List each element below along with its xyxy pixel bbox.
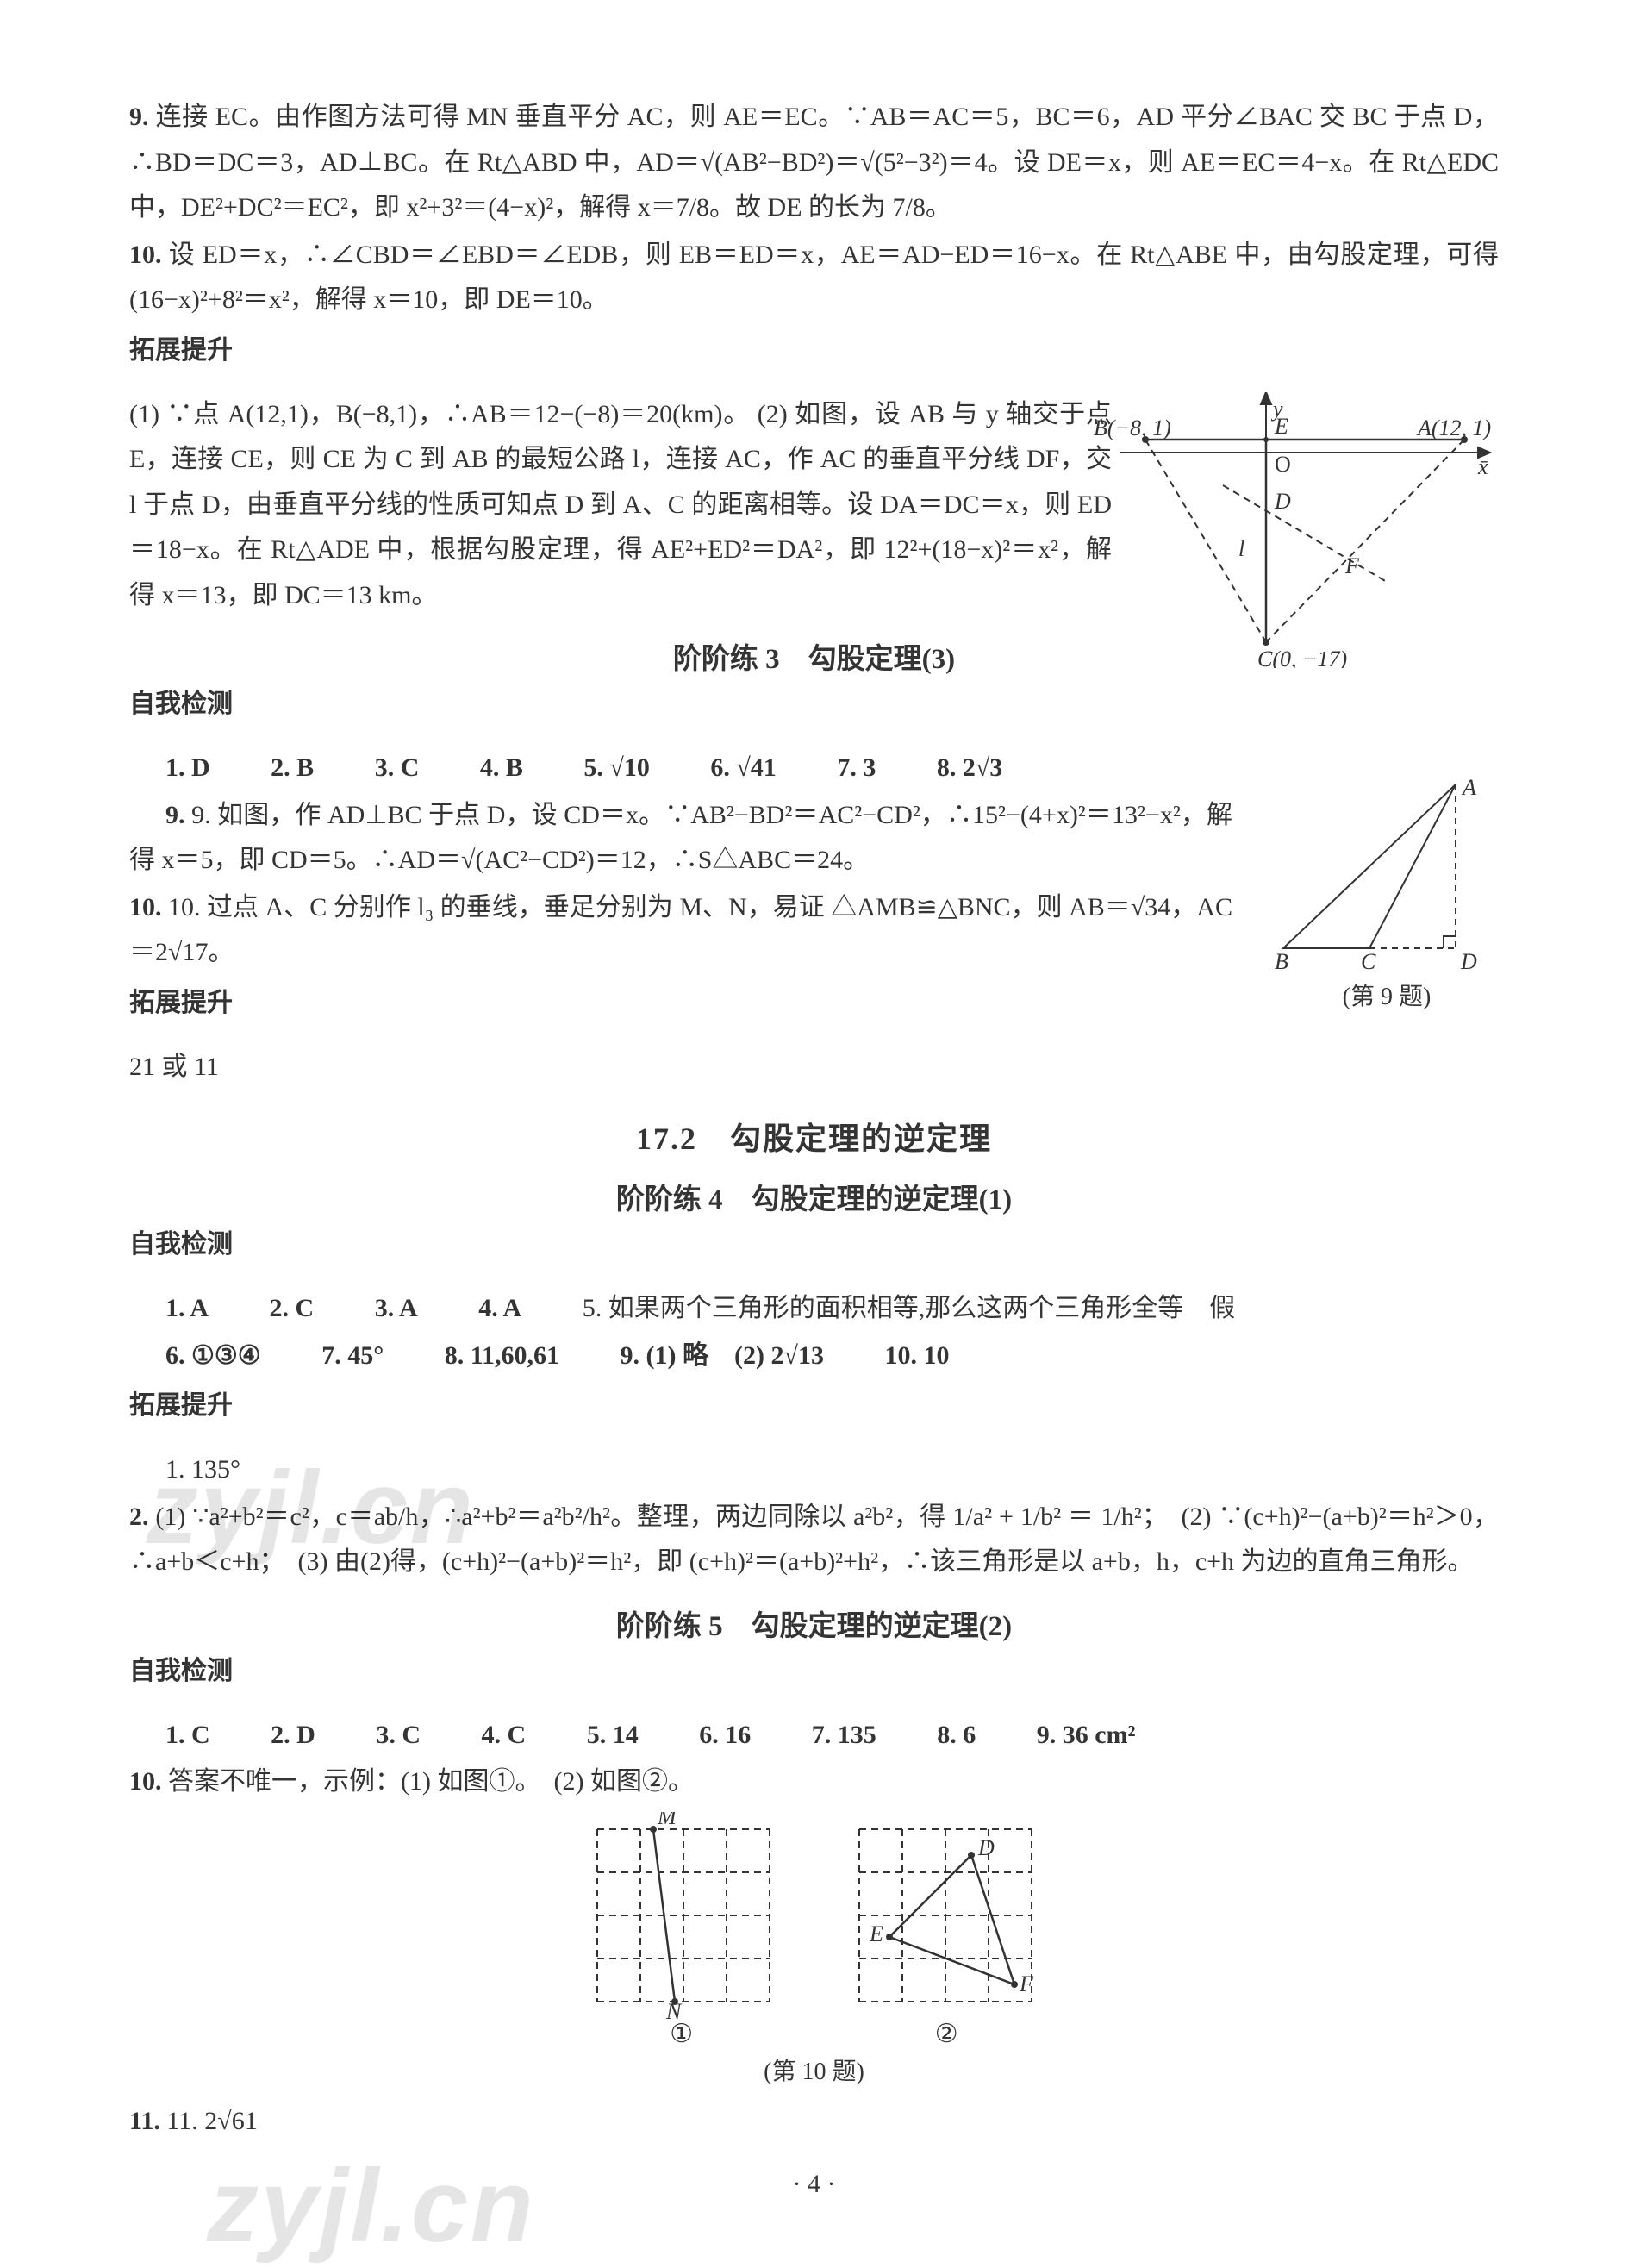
- figure-2-wrap: A B C D (第 9 题): [1275, 776, 1499, 1012]
- a3-7: 7. 3: [837, 753, 876, 782]
- q9-text: 连接 EC。由作图方法可得 MN 垂直平分 AC，则 AE＝EC。∵AB＝AC＝…: [129, 103, 1499, 222]
- svg-text:x̄: x̄: [1477, 454, 1488, 479]
- q10-number: 10.: [129, 241, 162, 269]
- extension-heading-3: 拓展提升: [129, 1384, 1499, 1421]
- step3-q10-text: 10. 过点 A、C 分别作 l₃ 的垂线，垂足分别为 M、N，易证 △AMB≌…: [129, 893, 1232, 967]
- svg-text:F: F: [1344, 553, 1360, 578]
- step3-q9: 9. 9. 如图，作 AD⊥BC 于点 D，设 CD＝x。∵AB²−BD²＝AC…: [129, 793, 1232, 884]
- svg-text:y: y: [1270, 397, 1283, 422]
- figure-1-wrap: B(−8, 1) A(12, 1) E y x̄ O D l F C(0, −1…: [1094, 392, 1499, 668]
- a3-5: 5. √10: [583, 753, 649, 782]
- grid-fig-1: M N: [580, 1812, 787, 2019]
- a4-2: 2. C: [270, 1294, 315, 1322]
- svg-text:D: D: [977, 1835, 995, 1860]
- svg-text:N: N: [665, 1999, 683, 2019]
- a4-6: 6. ①③④: [165, 1341, 261, 1370]
- step3-9-10: 9. 9. 如图，作 AD⊥BC 于点 D，设 CD＝x。∵AB²−BD²＝AC…: [129, 793, 1499, 976]
- svg-text:A(12, 1): A(12, 1): [1416, 415, 1491, 440]
- a4-8: 8. 11,60,61: [445, 1341, 559, 1370]
- svg-text:C(0, −17): C(0, −17): [1257, 647, 1347, 668]
- problem-10: 10. 设 ED＝x，∴∠CBD＝∠EBD＝∠EDB，则 EB＝ED＝x，AE＝…: [129, 233, 1499, 323]
- figure-1: B(−8, 1) A(12, 1) E y x̄ O D l F C(0, −1…: [1094, 392, 1499, 668]
- grid-label-1: ①: [578, 2019, 785, 2049]
- ext-block-1: (1) ∵点 A(12,1)，B(−8,1)，∴AB＝12−(−8)＝20(km…: [129, 392, 1499, 619]
- self-check-3: 自我检测: [129, 1649, 1499, 1687]
- a5-6: 6. 16: [699, 1721, 751, 1749]
- grid-figures: M N D E F ① ② (第 10 题): [129, 1812, 1499, 2087]
- a5-8: 8. 6: [937, 1721, 976, 1749]
- svg-text:B(−8, 1): B(−8, 1): [1094, 415, 1171, 440]
- q9-number: 9.: [129, 103, 149, 131]
- a5-7: 7. 135: [812, 1721, 876, 1749]
- a4-9: 9. (1) 略 (2) 2√13: [621, 1341, 824, 1370]
- svg-text:l: l: [1238, 536, 1244, 561]
- svg-text:E: E: [869, 1921, 883, 1946]
- self-check-1: 自我检测: [129, 682, 1499, 720]
- ext3-q2-text: (1) ∵a²+b²＝c²，c＝ab/h，∴a²+b²＝a²b²/h²。整理，两…: [129, 1503, 1499, 1577]
- ext1-text: (1) ∵点 A(12,1)，B(−8,1)，∴AB＝12−(−8)＝20(km…: [129, 392, 1112, 619]
- a4-1: 1. A: [165, 1294, 209, 1322]
- svg-text:B: B: [1275, 949, 1288, 974]
- ext3-q2-number: 2.: [129, 1503, 149, 1531]
- section-step5: 阶阶练 5 勾股定理的逆定理(2): [129, 1603, 1499, 1644]
- figure-2: A B C D: [1275, 776, 1499, 974]
- step5-q10-number: 10.: [129, 1767, 162, 1796]
- problem-9: 9. 连接 EC。由作图方法可得 MN 垂直平分 AC，则 AE＝EC。∵AB＝…: [129, 95, 1499, 231]
- svg-text:A: A: [1461, 776, 1476, 800]
- svg-text:C: C: [1361, 949, 1376, 974]
- page-number: · 4 ·: [129, 2170, 1499, 2199]
- answers-step4-row2: 6. ①③④ 7. 45° 8. 11,60,61 9. (1) 略 (2) 2…: [129, 1334, 1499, 1379]
- ext2-value: 21 或 11: [129, 1045, 1499, 1090]
- a3-8: 8. 2√3: [937, 753, 1002, 782]
- step5-q11-text: 11. 2√61: [166, 2107, 257, 2135]
- a3-4: 4. B: [480, 753, 523, 782]
- a5-9: 9. 36 cm²: [1037, 1721, 1136, 1749]
- a3-1: 1. D: [165, 753, 210, 782]
- a3-6: 6. √41: [710, 753, 776, 782]
- a5-2: 2. D: [271, 1721, 315, 1749]
- step3-q10: 10. 10. 过点 A、C 分别作 l₃ 的垂线，垂足分别为 M、N，易证 △…: [129, 885, 1232, 976]
- step5-q10: 10. 答案不唯一，示例：(1) 如图①。 (2) 如图②。: [129, 1759, 1499, 1805]
- a4-4: 4. A: [478, 1294, 521, 1322]
- a5-1: 1. C: [165, 1721, 210, 1749]
- a4-3: 3. A: [375, 1294, 418, 1322]
- a4-7: 7. 45°: [321, 1341, 384, 1370]
- watermark-2: zyjl.cn: [207, 2146, 535, 2265]
- a5-5: 5. 14: [587, 1721, 639, 1749]
- svg-text:O: O: [1275, 452, 1291, 477]
- svg-text:M: M: [657, 1812, 677, 1829]
- q10-text: 设 ED＝x，∴∠CBD＝∠EBD＝∠EDB，则 EB＝ED＝x，AE＝AD−E…: [129, 241, 1499, 315]
- step5-q11: 11. 11. 2√61: [129, 2099, 1499, 2145]
- svg-text:D: D: [1274, 489, 1291, 514]
- ext3-q2: 2. (1) ∵a²+b²＝c²，c＝ab/h，∴a²+b²＝a²b²/h²。整…: [129, 1495, 1499, 1585]
- step3-q9-text: 9. 如图，作 AD⊥BC 于点 D，设 CD＝x。∵AB²−BD²＝AC²−C…: [129, 801, 1232, 875]
- a5-4: 4. C: [482, 1721, 527, 1749]
- a3-3: 3. C: [375, 753, 420, 782]
- grid-label-2: ②: [843, 2019, 1050, 2049]
- section-step4: 阶阶练 4 勾股定理的逆定理(1): [129, 1176, 1499, 1217]
- figure-2-caption: (第 9 题): [1275, 978, 1499, 1012]
- section-17-2: 17.2 勾股定理的逆定理: [129, 1114, 1499, 1159]
- answers-step4-row1: 1. A 2. C 3. A 4. A 5. 如果两个三角形的面积相等,那么这两…: [129, 1286, 1499, 1332]
- grid-labels: ① ②: [129, 2019, 1499, 2049]
- grid-caption: (第 10 题): [129, 2052, 1499, 2087]
- step5-q10-text: 答案不唯一，示例：(1) 如图①。 (2) 如图②。: [168, 1767, 694, 1796]
- a4-10: 10. 10: [884, 1341, 949, 1370]
- self-check-2: 自我检测: [129, 1222, 1499, 1260]
- a4-5: 5. 如果两个三角形的面积相等,那么这两个三角形全等 假: [583, 1294, 1236, 1322]
- svg-text:F: F: [1019, 1971, 1034, 1996]
- svg-text:D: D: [1460, 949, 1477, 974]
- a5-3: 3. C: [376, 1721, 421, 1749]
- page: zyjl.cn zyjl.cn 9. 连接 EC。由作图方法可得 MN 垂直平分…: [0, 0, 1628, 2268]
- extension-heading-1: 拓展提升: [129, 328, 1499, 366]
- ext3-q1: 1. 135°: [129, 1447, 1499, 1493]
- grid-fig-2: D E F: [842, 1812, 1049, 2019]
- answers-step5: 1. C 2. D 3. C 4. C 5. 14 6. 16 7. 135 8…: [129, 1713, 1499, 1759]
- a3-2: 2. B: [271, 753, 314, 782]
